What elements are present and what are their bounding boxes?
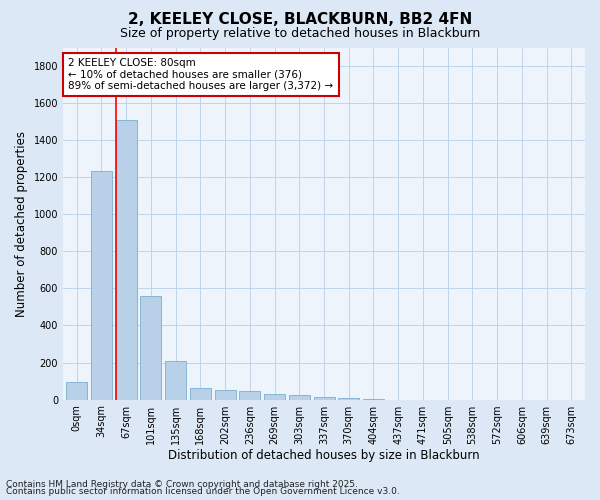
Text: Contains HM Land Registry data © Crown copyright and database right 2025.: Contains HM Land Registry data © Crown c… xyxy=(6,480,358,489)
Text: Contains public sector information licensed under the Open Government Licence v3: Contains public sector information licen… xyxy=(6,488,400,496)
Y-axis label: Number of detached properties: Number of detached properties xyxy=(15,130,28,316)
Text: 2 KEELEY CLOSE: 80sqm
← 10% of detached houses are smaller (376)
89% of semi-det: 2 KEELEY CLOSE: 80sqm ← 10% of detached … xyxy=(68,58,334,92)
Bar xyxy=(289,395,310,400)
Bar xyxy=(140,296,161,400)
Bar xyxy=(66,382,87,400)
X-axis label: Distribution of detached houses by size in Blackburn: Distribution of detached houses by size … xyxy=(168,450,480,462)
Bar xyxy=(314,397,335,400)
Bar xyxy=(239,390,260,400)
Text: Size of property relative to detached houses in Blackburn: Size of property relative to detached ho… xyxy=(120,28,480,40)
Bar xyxy=(215,390,236,400)
Bar xyxy=(264,394,285,400)
Bar xyxy=(165,361,186,400)
Bar xyxy=(91,170,112,400)
Bar xyxy=(116,120,137,400)
Bar xyxy=(338,398,359,400)
Bar xyxy=(363,398,384,400)
Bar xyxy=(190,388,211,400)
Text: 2, KEELEY CLOSE, BLACKBURN, BB2 4FN: 2, KEELEY CLOSE, BLACKBURN, BB2 4FN xyxy=(128,12,472,28)
